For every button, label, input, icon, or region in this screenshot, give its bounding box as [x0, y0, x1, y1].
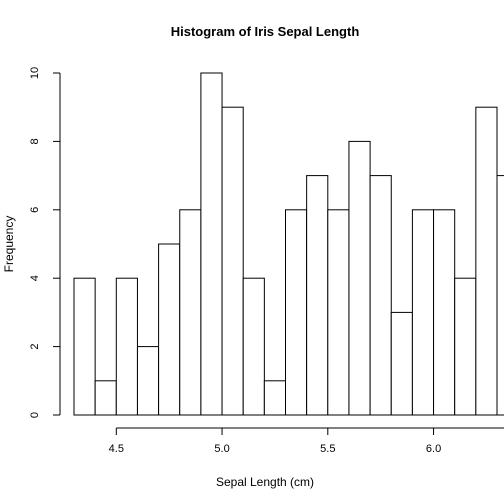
histogram-bar — [264, 381, 285, 415]
histogram-bar — [137, 347, 158, 415]
histogram-bar — [222, 107, 243, 415]
histogram-bar — [412, 210, 433, 415]
y-tick-label: 0 — [29, 412, 41, 418]
histogram-bar — [391, 312, 412, 415]
histogram-bar — [180, 210, 201, 415]
histogram-bar — [201, 73, 222, 415]
x-axis-label: Sepal Length (cm) — [216, 475, 314, 489]
y-tick-label: 2 — [29, 344, 41, 350]
histogram-bar — [349, 141, 370, 415]
histogram-bar — [116, 278, 137, 415]
histogram-bar — [497, 176, 504, 415]
x-tick-label: 4.5 — [109, 443, 124, 455]
x-tick-label: 6.0 — [426, 443, 441, 455]
x-axis: 4.55.05.56.06.57.07.58.0 — [109, 428, 504, 455]
histogram-bar — [370, 176, 391, 415]
y-axis-label: Frequency — [2, 216, 16, 273]
x-tick-label: 5.0 — [214, 443, 229, 455]
y-axis: 0 2 4 6 8 10 — [29, 67, 60, 418]
y-tick-label: 4 — [29, 275, 41, 281]
histogram-bar — [95, 381, 116, 415]
histogram-bar — [455, 278, 476, 415]
x-tick-label: 5.5 — [320, 443, 335, 455]
histogram-bar — [159, 244, 180, 415]
bars-group — [74, 73, 504, 415]
y-tick-label: 8 — [29, 138, 41, 144]
y-tick-label: 10 — [29, 67, 41, 79]
chart-title: Histogram of Iris Sepal Length — [171, 24, 360, 39]
histogram-bar — [307, 176, 328, 415]
histogram-bar — [476, 107, 497, 415]
histogram-bar — [328, 210, 349, 415]
histogram-bar — [243, 278, 264, 415]
histogram-bar — [74, 278, 95, 415]
histogram-bar — [434, 210, 455, 415]
y-tick-label: 6 — [29, 207, 41, 213]
histogram-bar — [286, 210, 307, 415]
